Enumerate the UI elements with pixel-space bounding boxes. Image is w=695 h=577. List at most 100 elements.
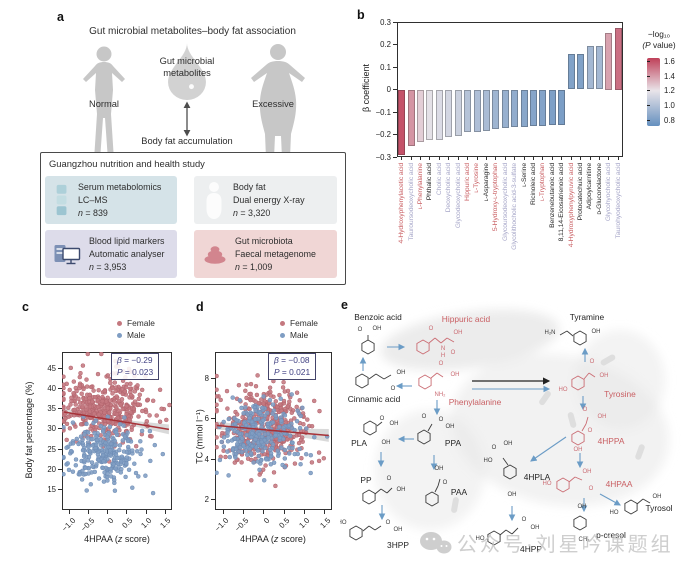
card-serum-metabolomics: Serum metabolomics LC–MS n = 839 bbox=[45, 176, 177, 224]
svg-text:HO: HO bbox=[476, 536, 485, 542]
study-title: Guangzhou nutrition and health study bbox=[49, 158, 205, 169]
svg-text:Tyrosol: Tyrosol bbox=[646, 503, 673, 513]
pathway-arrow bbox=[599, 493, 621, 506]
bar bbox=[407, 89, 415, 146]
svg-text:4HPAA: 4HPAA bbox=[606, 479, 633, 489]
accumulation-label: Body fat accumulation bbox=[141, 136, 233, 146]
svg-text:HO: HO bbox=[559, 387, 568, 393]
b-x-tick-label: Glycolithocholic acid-3-sulfate bbox=[511, 163, 519, 250]
b-x-tick-label: Taurohyodeoxycholic acid bbox=[614, 163, 622, 239]
d-x-tick bbox=[283, 510, 285, 514]
bar bbox=[539, 89, 547, 126]
molecule-cinnamic-acid: OH O Cinnamic acid bbox=[348, 370, 406, 404]
colorbar-tick-label: 1.6 bbox=[664, 57, 675, 67]
svg-text:O: O bbox=[583, 407, 588, 413]
svg-text:O: O bbox=[439, 361, 444, 367]
colorbar-tick-label: 1.2 bbox=[664, 86, 675, 96]
svg-text:O: O bbox=[590, 359, 595, 365]
test-tubes-icon bbox=[54, 181, 70, 219]
colorbar-tick-label: 0.8 bbox=[664, 115, 675, 125]
panel-label-b: b bbox=[357, 8, 365, 22]
d-y-tick bbox=[211, 499, 215, 501]
bar bbox=[445, 89, 453, 137]
b-y-tick bbox=[393, 111, 397, 113]
bar bbox=[586, 45, 594, 90]
molecule-tyrosine: HO O OH Tyrosine bbox=[559, 359, 637, 399]
b-y-tick bbox=[393, 89, 397, 90]
svg-text:OH: OH bbox=[373, 326, 382, 332]
c-y-tick bbox=[58, 428, 62, 430]
panel-label-a: a bbox=[57, 10, 64, 24]
b-y-tick-label: 0.3 bbox=[380, 17, 391, 27]
b-x-tick bbox=[467, 157, 469, 160]
c-x-tick bbox=[126, 510, 128, 514]
svg-text:HO: HO bbox=[543, 481, 552, 487]
droplet-icon bbox=[164, 42, 210, 105]
card-sample-size: n = 1,009 bbox=[235, 261, 273, 272]
poop-icon bbox=[203, 244, 227, 264]
panel-label-e: e bbox=[341, 298, 348, 312]
b-x-tick-label: Benzenebutanoic acid bbox=[548, 163, 556, 228]
c-y-tick-label: 25 bbox=[47, 444, 56, 454]
card-line: Automatic analyser bbox=[89, 248, 165, 259]
svg-text:NH₂: NH₂ bbox=[435, 392, 447, 398]
b-x-tick bbox=[598, 157, 600, 160]
b-y-tick bbox=[393, 66, 397, 68]
b-x-tick-label: ʟ-Serine bbox=[520, 163, 528, 187]
b-x-tick bbox=[561, 157, 563, 160]
svg-text:4HPPA: 4HPPA bbox=[598, 436, 625, 446]
card-line: Serum metabolomics bbox=[78, 181, 162, 192]
b-x-tick-label: Deoxycholic acid bbox=[445, 163, 453, 213]
b-x-tick-label: Glycohyocholic acid bbox=[605, 163, 613, 222]
b-y-tick-label: −0.3 bbox=[375, 152, 391, 162]
c-y-tick-label: 45 bbox=[47, 363, 56, 373]
c-y-tick bbox=[58, 448, 62, 450]
d-y-tick-label: 4 bbox=[204, 454, 209, 464]
bar bbox=[501, 89, 509, 128]
male-dot-icon bbox=[117, 332, 122, 338]
d-p-value: P = 0.021 bbox=[274, 366, 311, 377]
b-x-tick bbox=[401, 157, 403, 160]
bar bbox=[435, 89, 443, 141]
b-x-tick-label: Adipoylcarnitine bbox=[586, 163, 594, 210]
c-beta-value: β = −0.29 bbox=[117, 355, 153, 365]
analyser-icon bbox=[54, 242, 81, 266]
svg-text:O: O bbox=[429, 326, 434, 332]
b-x-tick-label: ʟ-Asparagine bbox=[482, 163, 490, 202]
c-x-tick bbox=[164, 510, 166, 514]
droplet-caption-line1: Gut microbial bbox=[159, 56, 215, 66]
card-line: LC–MS bbox=[78, 194, 108, 205]
b-x-tick bbox=[580, 157, 582, 160]
svg-text:OH: OH bbox=[592, 329, 601, 335]
svg-text:4HPP: 4HPP bbox=[520, 544, 542, 554]
svg-text:O: O bbox=[443, 480, 448, 486]
pathway-arrow bbox=[530, 436, 567, 462]
d-y-tick bbox=[211, 458, 215, 460]
svg-text:OH: OH bbox=[578, 504, 587, 510]
legend-female-label: Female bbox=[127, 318, 155, 328]
panel-label-c: c bbox=[22, 300, 29, 314]
molecule-tyrosol: HO OH Tyrosol bbox=[610, 494, 673, 516]
molecule-tyramine: H₂N OH Tyramine bbox=[545, 312, 605, 346]
b-x-tick bbox=[551, 157, 553, 160]
bar bbox=[398, 89, 406, 155]
colorbar-tick-label: 1.4 bbox=[664, 71, 675, 81]
c-y-tick bbox=[58, 387, 62, 389]
d-x-axis-label: 4HPAA (z score) bbox=[240, 534, 306, 544]
b-x-tick bbox=[476, 157, 478, 160]
bar bbox=[417, 89, 425, 143]
bar bbox=[614, 27, 622, 90]
b-x-tick-label: Tauroursodeoxycholic acid bbox=[407, 163, 415, 241]
b-x-tick-label: 4-Hydroxyphenylacetic acid bbox=[398, 163, 406, 244]
svg-text:PLA: PLA bbox=[351, 438, 367, 448]
bar bbox=[605, 33, 613, 90]
c-y-tick bbox=[58, 468, 62, 470]
molecule-4hppa: O OH O OH 4HPPA bbox=[571, 407, 625, 453]
colorbar bbox=[647, 58, 660, 126]
svg-text:OH: OH bbox=[598, 414, 607, 420]
normal-body-silhouette-icon bbox=[79, 46, 129, 167]
b-y-tick-label: −0.2 bbox=[375, 130, 391, 139]
svg-text:H: H bbox=[441, 353, 445, 359]
